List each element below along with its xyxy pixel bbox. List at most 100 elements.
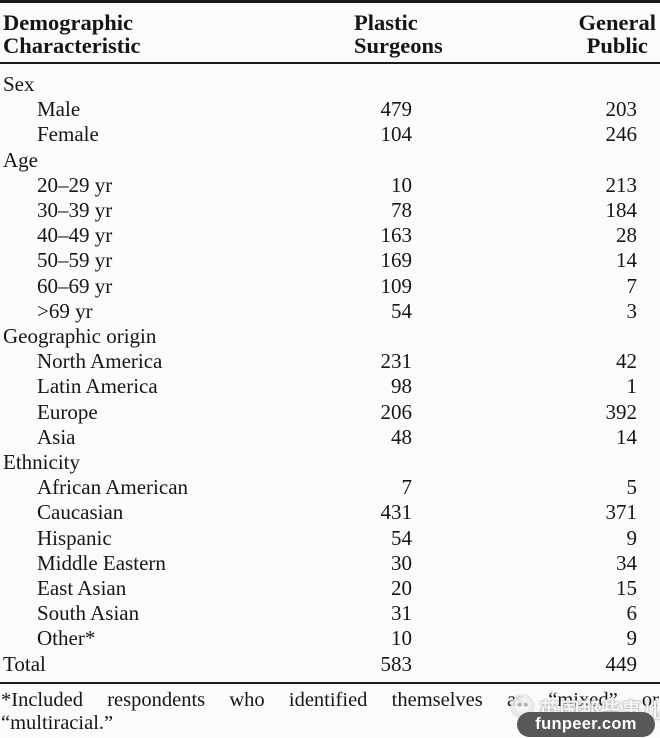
row-label: Sex (3, 72, 35, 96)
header-line: Demographic (3, 10, 133, 35)
general-public-value: 28 (616, 223, 637, 248)
row-label: 20–29 yr (37, 172, 113, 197)
general-public-value: 3 (626, 298, 638, 323)
row-label: Latin America (37, 374, 158, 399)
row-label: Other* (37, 626, 96, 651)
row-label: Female (37, 122, 99, 147)
row-label: 30–39 yr (37, 198, 113, 223)
header-line: Public (586, 33, 648, 58)
plastic-surgeons-value: 206 (380, 399, 413, 424)
header-line: Surgeons (354, 33, 443, 58)
plastic-surgeons-value: 10 (391, 172, 412, 197)
table-row: North America 231 42 (0, 349, 660, 374)
plastic-surgeons-value: 163 (380, 223, 413, 248)
table-row: Geographic origin (0, 324, 660, 349)
table-row: Age (0, 148, 660, 173)
general-public-value (416, 450, 660, 475)
general-public-value: 9 (626, 626, 638, 651)
general-public-value: 6 (626, 601, 638, 626)
plastic-surgeons-value: 54 (391, 525, 412, 550)
table-row: 30–39 yr 78 184 (0, 198, 660, 223)
row-label: Age (3, 147, 38, 172)
plastic-surgeons-value: 54 (391, 298, 412, 323)
general-public-value: 371 (605, 500, 638, 525)
plastic-surgeons-value: 10 (391, 626, 412, 651)
table-row: Ethnicity (0, 450, 660, 475)
general-public-value (416, 324, 660, 349)
plastic-surgeons-value (336, 63, 416, 97)
table-row: Hispanic 54 9 (0, 526, 660, 551)
table-row: Male 479 203 (0, 97, 660, 122)
plastic-surgeons-value: 48 (391, 424, 412, 449)
row-label: African American (37, 475, 189, 500)
footnote-line-1: *Included respondents who identified the… (1, 688, 659, 711)
table-row: 50–59 yr 169 14 (0, 248, 660, 273)
footnote-line-2: “multiracial.” (1, 711, 114, 734)
general-public-value (416, 63, 660, 97)
table-row: 60–69 yr 109 7 (0, 274, 660, 299)
plastic-surgeons-value: 583 (336, 651, 416, 684)
table-row: Sex (0, 63, 660, 97)
plastic-surgeons-value: 98 (391, 374, 412, 399)
general-public-value: 7 (626, 273, 638, 298)
row-label: South Asian (37, 601, 140, 626)
plastic-surgeons-value: 169 (380, 248, 413, 273)
row-label: Ethnicity (3, 450, 80, 475)
general-public-value: 392 (605, 399, 638, 424)
plastic-surgeons-value: 231 (380, 349, 413, 374)
table-row: East Asian 20 15 (0, 576, 660, 601)
table-row: >69 yr 54 3 (0, 299, 660, 324)
general-public-value: 14 (616, 424, 637, 449)
table-row: Europe 206 392 (0, 400, 660, 425)
row-label: Total (0, 651, 336, 684)
plastic-surgeons-value: 78 (391, 198, 412, 223)
header-line: Plastic (354, 10, 418, 35)
header-block: General Public (579, 11, 656, 57)
col-header-demographic-characteristic: Demographic Characteristic (0, 0, 336, 64)
watermark-site-label: funpeer.com (535, 715, 637, 733)
header-line: General (578, 10, 656, 35)
table-row: Caucasian 431 371 (0, 500, 660, 525)
row-label: 60–69 yr (37, 273, 113, 298)
general-public-value: 14 (616, 248, 637, 273)
plastic-surgeons-value: 479 (380, 97, 413, 122)
plastic-surgeons-value: 104 (380, 122, 413, 147)
row-label: Male (37, 97, 81, 122)
table-row: Middle Eastern 30 34 (0, 551, 660, 576)
table-row: 40–49 yr 163 28 (0, 223, 660, 248)
general-public-value: 9 (626, 525, 638, 550)
general-public-value: 15 (616, 576, 637, 601)
general-public-value: 203 (605, 97, 638, 122)
col-header-plastic-surgeons: Plastic Surgeons (336, 0, 443, 64)
row-label: Europe (37, 399, 98, 424)
row-label: 50–59 yr (37, 248, 113, 273)
row-label: Hispanic (37, 525, 112, 550)
general-public-value: 246 (605, 122, 638, 147)
demographics-table: Demographic Characteristic Plastic Surge… (0, 0, 660, 684)
row-label: Middle Eastern (37, 550, 166, 575)
row-label: East Asian (37, 576, 127, 601)
table-row: Asia 48 14 (0, 425, 660, 450)
header-row: Demographic Characteristic Plastic Surge… (0, 0, 660, 64)
table-header: Demographic Characteristic Plastic Surge… (0, 0, 660, 64)
table-row: Other* 10 9 (0, 626, 660, 651)
general-public-value: 5 (626, 475, 638, 500)
table-row: Female 104 246 (0, 122, 660, 147)
general-public-value: 42 (616, 349, 637, 374)
plastic-surgeons-value (336, 450, 416, 475)
general-public-value: 449 (416, 651, 660, 684)
table-body: Sex Male 479 203 Female 104 246 Age 20–29 yr 10 21… (0, 63, 660, 684)
row-label: >69 yr (37, 298, 93, 323)
table-footnote: *Included respondents who identified the… (0, 689, 660, 735)
general-public-value: 184 (605, 198, 638, 223)
plastic-surgeons-value (336, 324, 416, 349)
watermark-site-badge: funpeer.com (517, 712, 655, 737)
plastic-surgeons-value: 431 (380, 500, 413, 525)
plastic-surgeons-value: 30 (391, 550, 412, 575)
row-label: Caucasian (37, 500, 124, 525)
table-row: Latin America 98 1 (0, 374, 660, 399)
table-row: African American 7 5 (0, 475, 660, 500)
plastic-surgeons-value: 20 (391, 576, 412, 601)
header-line: Characteristic (3, 33, 141, 58)
